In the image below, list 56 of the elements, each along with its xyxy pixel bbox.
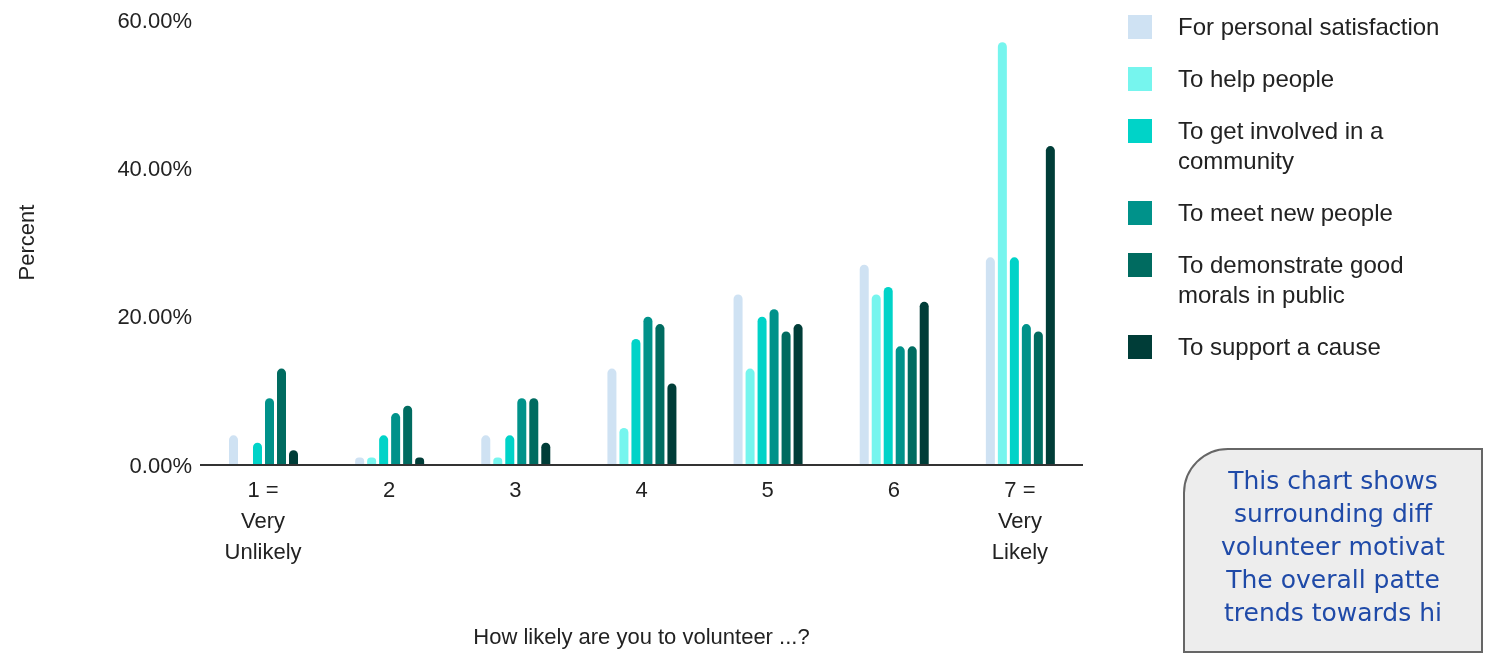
bar	[1009, 257, 1019, 465]
bar	[769, 309, 779, 465]
legend-label: To meet new people	[1178, 198, 1394, 228]
bar	[985, 257, 995, 465]
bar	[745, 368, 755, 465]
y-tick-label: 40.00%	[117, 156, 192, 182]
bar	[277, 368, 286, 465]
bar	[643, 316, 653, 465]
y-tick-label: 60.00%	[117, 7, 192, 33]
legend-label: To support a cause	[1178, 332, 1382, 362]
bar	[655, 324, 665, 465]
x-axis-title: How likely are you to volunteer ...?	[473, 624, 810, 649]
legend-label: To get involved in a community	[1178, 116, 1385, 176]
bar	[619, 427, 629, 465]
y-tick-label: 20.00%	[117, 304, 192, 330]
bar	[1033, 331, 1043, 465]
bar	[541, 442, 551, 465]
legend-label: To help people	[1178, 64, 1336, 94]
x-tick-label: 2	[383, 477, 396, 502]
bar	[403, 405, 413, 465]
x-tick-label: 1 = Very Unlikely	[224, 477, 302, 564]
legend-label: To demonstrate good morals in public	[1178, 250, 1405, 310]
bar	[871, 294, 881, 465]
bar	[733, 294, 743, 465]
y-axis-title: Percent	[13, 204, 39, 281]
bar	[229, 435, 238, 465]
x-tick-label: 4	[635, 477, 648, 502]
x-tick-label: 7 = Very Likely	[991, 477, 1049, 564]
bar	[265, 398, 274, 465]
bar	[529, 398, 539, 465]
bar	[1021, 324, 1031, 465]
x-tick-label: 5	[761, 477, 774, 502]
x-tick-label: 3	[509, 477, 522, 502]
bar	[505, 435, 515, 465]
bar	[907, 346, 917, 465]
bar	[379, 435, 389, 465]
bar	[667, 383, 677, 465]
text: This chart shows surrounding diff volunteer motivat The overall patte trends towards hi	[1183, 448, 1483, 653]
bar	[895, 346, 905, 465]
bar	[781, 331, 791, 465]
bar	[859, 264, 869, 465]
y-tick-label: 0.00%	[129, 452, 192, 478]
legend-label: For personal satisfaction	[1178, 12, 1441, 42]
bar	[631, 338, 641, 465]
bar	[1045, 146, 1055, 465]
bar	[607, 368, 617, 465]
bar	[919, 301, 929, 465]
bar	[253, 442, 262, 465]
bar	[793, 324, 803, 465]
bar	[997, 42, 1007, 465]
bar	[517, 398, 527, 465]
bar	[391, 413, 401, 465]
bar	[757, 316, 767, 465]
bar	[481, 435, 491, 465]
bar	[883, 287, 893, 465]
x-tick-label: 6	[887, 477, 900, 502]
